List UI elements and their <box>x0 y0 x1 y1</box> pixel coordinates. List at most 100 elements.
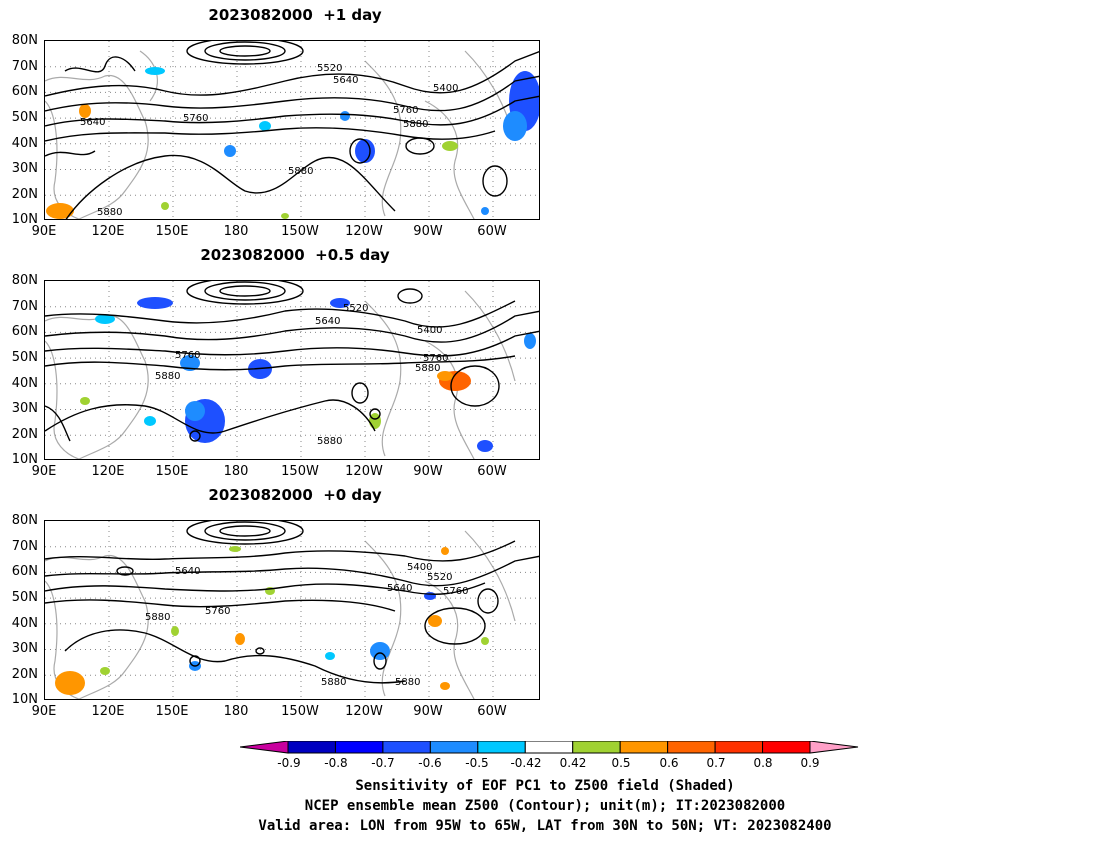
panel-title: 2023082000 +0 day <box>208 486 382 504</box>
lon-label: 150W <box>281 464 319 479</box>
lat-label: 10N <box>11 212 38 227</box>
lon-label: 150E <box>155 704 189 719</box>
shading <box>80 297 536 452</box>
contour-labels: 5520 5640 5400 5760 5880 5760 5880 5880 <box>155 303 448 447</box>
contour-label: 5640 <box>80 117 105 128</box>
contour-label: 5880 <box>97 207 122 218</box>
map-svg: 5520 5640 5400 5760 5880 5760 5880 5880 <box>45 281 539 459</box>
colorbar-tick-label: -0.9 <box>277 756 301 770</box>
contour-label: 5640 <box>315 316 340 327</box>
colorbar-tick-label: -0.5 <box>465 756 489 770</box>
contour-label: 5760 <box>393 105 418 116</box>
lat-label: 30N <box>11 641 38 656</box>
colorbar-swatches <box>287 741 811 754</box>
contour-label: 5760 <box>205 606 230 617</box>
contour-label: 5880 <box>145 612 170 623</box>
contours <box>45 281 539 442</box>
lat-label: 40N <box>11 376 38 391</box>
colorbar-tick-label: -0.8 <box>324 756 348 770</box>
contour-label: 5400 <box>407 562 432 573</box>
colorbar-tick-label: -0.6 <box>418 756 442 770</box>
lat-label: 60N <box>11 84 38 99</box>
lon-label: 180 <box>223 704 249 719</box>
coastlines <box>45 530 516 699</box>
map-plot-area: 5640 5400 5520 5640 5760 5760 5880 5880 … <box>44 520 540 700</box>
colorbar-swatch <box>572 741 621 754</box>
grid <box>45 521 539 699</box>
colorbar-tick-label: 0.42 <box>559 756 587 770</box>
contour-label: 5520 <box>343 303 368 314</box>
lon-label: 60W <box>477 704 507 719</box>
panel-title: 2023082000 +1 day <box>208 6 382 24</box>
lon-label: 150E <box>155 464 189 479</box>
lon-label: 150W <box>281 704 319 719</box>
colorbar-swatch <box>334 741 384 754</box>
lat-label: 60N <box>11 324 38 339</box>
contour-label: 5400 <box>433 83 458 94</box>
lat-label: 50N <box>11 110 38 125</box>
lon-label: 90E <box>31 464 57 479</box>
colorbar-tick-label: 0.7 <box>706 756 726 770</box>
lat-label: 80N <box>11 33 38 48</box>
lon-label: 60W <box>477 224 507 239</box>
contour-labels: 5640 5400 5520 5640 5760 5760 5880 5880 … <box>145 562 468 688</box>
colorbar-over-triangle <box>809 741 859 754</box>
colorbar-swatch <box>619 741 669 754</box>
grid <box>45 281 539 459</box>
lon-label: 150W <box>281 224 319 239</box>
lon-label: 90E <box>31 224 57 239</box>
lon-label: 180 <box>223 224 249 239</box>
colorbar-under-triangle <box>240 741 289 754</box>
colorbar-tick-label: -0.42 <box>510 756 542 770</box>
lon-label: 90W <box>413 464 443 479</box>
lon-label: 180 <box>223 464 249 479</box>
caption-line-1: Sensitivity of EOF PC1 to Z500 field (Sh… <box>355 778 735 794</box>
colorbar <box>240 741 859 754</box>
colorbar-swatch <box>287 741 336 754</box>
colorbar-tick-label: 0.9 <box>800 756 820 770</box>
lat-label: 50N <box>11 590 38 605</box>
shading <box>46 67 539 219</box>
contour-label: 5880 <box>403 119 428 130</box>
map-plot-area: 5520 5640 5400 5760 5880 5760 5880 5880 <box>44 280 540 460</box>
contour-label: 5760 <box>443 586 468 597</box>
lat-label: 80N <box>11 513 38 528</box>
lon-label: 90E <box>31 704 57 719</box>
grid <box>45 41 539 219</box>
colorbar-swatch <box>714 741 764 754</box>
caption-line-2: NCEP ensemble mean Z500 (Contour); unit(… <box>304 798 786 814</box>
coastlines <box>45 50 516 219</box>
contours <box>45 521 539 684</box>
lat-label: 80N <box>11 273 38 288</box>
lat-label: 10N <box>11 452 38 467</box>
map-panel-3: 2023082000 +0 day <box>0 486 560 726</box>
colorbar-swatch <box>762 741 811 754</box>
caption-line-3: Valid area: LON from 95W to 65W, LAT fro… <box>258 818 832 834</box>
map-svg: 5520 5640 5400 5760 5880 5640 5760 5880 … <box>45 41 539 219</box>
lat-label: 10N <box>11 692 38 707</box>
lon-label: 90W <box>413 224 443 239</box>
contour-label: 5520 <box>427 572 452 583</box>
lat-label: 40N <box>11 616 38 631</box>
contour-label: 5520 <box>317 63 342 74</box>
lon-label: 60W <box>477 464 507 479</box>
lon-label: 120E <box>91 224 125 239</box>
lat-label: 50N <box>11 350 38 365</box>
lat-label: 20N <box>11 667 38 682</box>
lat-label: 20N <box>11 187 38 202</box>
lat-label: 70N <box>11 59 38 74</box>
lat-label: 30N <box>11 161 38 176</box>
contour-label: 5880 <box>415 363 440 374</box>
lon-label: 120W <box>345 464 383 479</box>
map-plot-area: 5520 5640 5400 5760 5880 5640 5760 5880 … <box>44 40 540 220</box>
colorbar-swatch <box>477 741 526 754</box>
map-panel-2: 2023082000 +0.5 day <box>0 246 560 486</box>
contour-label: 5760 <box>175 350 200 361</box>
contours <box>45 41 539 219</box>
lon-label: 120W <box>345 224 383 239</box>
colorbar-tick-label: 0.5 <box>611 756 631 770</box>
contour-label: 5880 <box>155 371 180 382</box>
colorbar-tick-label: 0.6 <box>659 756 679 770</box>
contour-labels: 5520 5640 5400 5760 5880 5640 5760 5880 … <box>80 63 458 218</box>
lat-label: 70N <box>11 539 38 554</box>
